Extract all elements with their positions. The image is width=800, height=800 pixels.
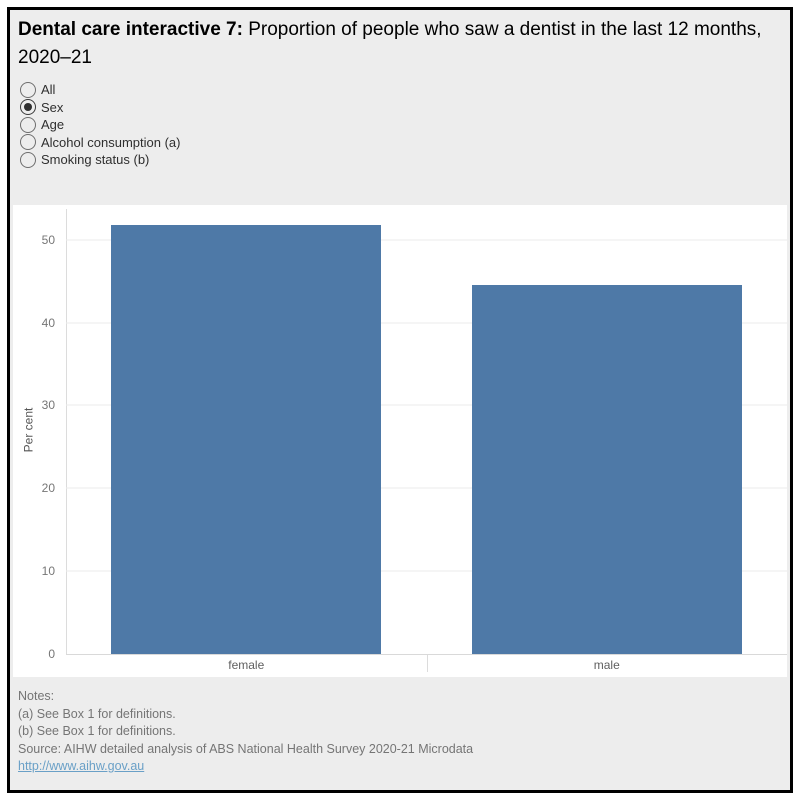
radio-option-label: Alcohol consumption (a) bbox=[41, 134, 181, 150]
radio-button-icon[interactable] bbox=[20, 151, 36, 168]
breakdown-radio-group: All Sex Age Alcohol consumption (a) Smoking … bbox=[20, 81, 180, 169]
plot-area bbox=[66, 205, 787, 654]
bar-male[interactable] bbox=[471, 284, 742, 654]
radio-option-all[interactable]: All bbox=[20, 81, 180, 99]
gridline-50 bbox=[66, 239, 787, 241]
radio-button-icon[interactable] bbox=[20, 134, 36, 151]
x-tick-label-female: female bbox=[228, 658, 265, 672]
notes-line-2: (a) See Box 1 for definitions. bbox=[18, 706, 176, 721]
notes-line-3: (b) See Box 1 for definitions. bbox=[18, 724, 176, 738]
radio-option-smoking-status-b[interactable]: Smoking status (b) bbox=[20, 151, 180, 169]
dashboard-body: Dental care interactive 7: Proportion of… bbox=[10, 10, 790, 790]
radio-option-alcohol-consumption-a[interactable]: Alcohol consumption (a) bbox=[20, 134, 180, 152]
radio-button-icon[interactable] bbox=[20, 81, 36, 98]
y-tick-label-0: 0 bbox=[48, 647, 55, 661]
radio-selected-dot-icon bbox=[24, 103, 32, 112]
y-tick-label-30: 30 bbox=[41, 398, 55, 413]
page-title: Dental care interactive 7: Proportion of… bbox=[18, 16, 766, 72]
page-title-bold: Dental care interactive 7: bbox=[18, 19, 243, 40]
gridline-30 bbox=[66, 404, 787, 406]
radio-option-label: Smoking status (b) bbox=[41, 152, 150, 168]
pane-divider bbox=[426, 655, 428, 672]
radio-option-sex[interactable]: Sex bbox=[20, 99, 180, 117]
x-axis-labels: female male bbox=[66, 655, 787, 677]
radio-button-icon[interactable] bbox=[20, 99, 36, 116]
notes-line-4: Source: AIHW detailed analysis of ABS Na… bbox=[18, 741, 474, 756]
radio-button-icon[interactable] bbox=[20, 116, 36, 133]
notes-lines: Notes: (a) See Box 1 for definitions. (b) … bbox=[18, 688, 473, 758]
y-axis-labels: 0 10 20 30 40 50 bbox=[13, 205, 55, 661]
page-title-rest: Proportion of people who saw a dentist i… bbox=[18, 19, 762, 68]
y-axis-line bbox=[66, 209, 67, 655]
radio-option-label: All bbox=[41, 82, 56, 98]
gridline-40 bbox=[66, 322, 787, 324]
x-tick-label-male: male bbox=[593, 658, 620, 672]
gridline-10 bbox=[66, 570, 787, 572]
y-tick-label-50: 50 bbox=[41, 232, 55, 247]
y-tick-label-20: 20 bbox=[41, 481, 55, 496]
radio-option-age[interactable]: Age bbox=[20, 116, 180, 134]
chart-panel: Per cent 0 10 20 30 40 50 female male bbox=[13, 205, 787, 677]
y-tick-label-10: 10 bbox=[41, 564, 55, 579]
radio-option-label: Age bbox=[41, 117, 65, 133]
bar-female[interactable] bbox=[111, 224, 382, 654]
x-axis-line bbox=[66, 654, 787, 655]
notes-block: Notes: (a) See Box 1 for definitions. (b) … bbox=[18, 688, 473, 776]
radio-option-label: Sex bbox=[41, 99, 64, 115]
aihw-link[interactable]: http://www.aihw.gov.au bbox=[18, 759, 145, 773]
gridline-20 bbox=[66, 487, 787, 489]
dashboard-frame: Dental care interactive 7: Proportion of… bbox=[7, 7, 793, 793]
notes-line-1: Notes: bbox=[18, 689, 55, 703]
y-tick-label-40: 40 bbox=[41, 315, 55, 330]
